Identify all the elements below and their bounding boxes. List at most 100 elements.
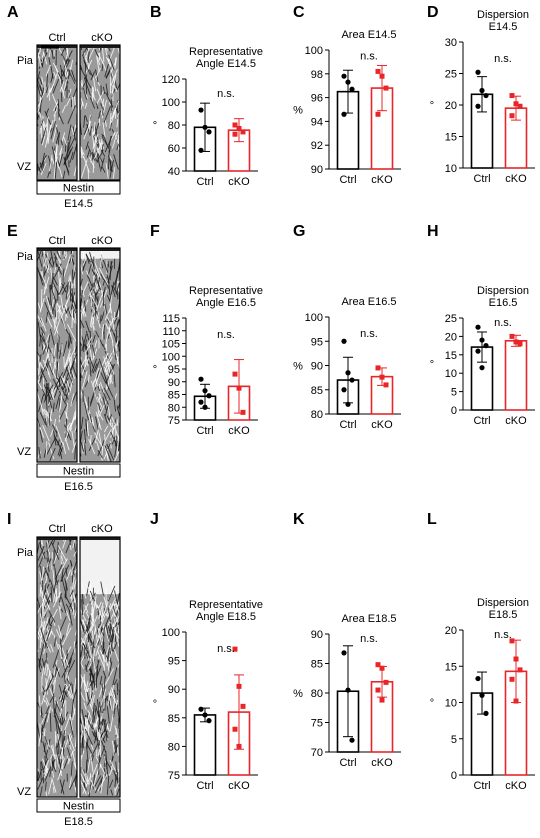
data-point-ctrl (202, 404, 208, 410)
radial-fiber (110, 634, 115, 646)
radial-fiber (92, 87, 95, 98)
radial-fiber (103, 366, 114, 384)
radial-fiber (41, 691, 47, 705)
radial-fiber (91, 763, 98, 778)
radial-fiber (95, 733, 100, 750)
radial-fiber (45, 678, 48, 695)
radial-fiber (50, 65, 54, 79)
radial-fiber (117, 679, 120, 696)
column-label-ctrl: Ctrl (48, 523, 65, 535)
radial-fiber (102, 286, 106, 297)
radial-fiber (52, 538, 56, 546)
radial-fiber (65, 385, 70, 402)
column-label-cko: cKO (91, 235, 113, 247)
radial-fiber (61, 597, 67, 614)
radial-fiber (38, 446, 41, 459)
radial-fiber (42, 616, 49, 636)
radial-fiber (40, 162, 47, 176)
radial-fiber (94, 301, 97, 317)
radial-fiber (112, 641, 118, 652)
radial-fiber (95, 102, 99, 110)
radial-fiber (70, 393, 75, 407)
radial-fiber (69, 590, 74, 597)
radial-fiber (89, 668, 95, 678)
radial-fiber (74, 346, 77, 354)
radial-fiber (83, 120, 92, 140)
radial-fiber (72, 86, 77, 98)
radial-fiber (98, 602, 104, 620)
radial-fiber (69, 352, 77, 372)
y-axis-label: ° (153, 364, 157, 376)
radial-fiber (116, 435, 120, 455)
radial-fiber (81, 159, 88, 179)
data-point-ctrl (198, 107, 204, 113)
radial-fiber (80, 637, 86, 646)
radial-fiber (51, 424, 58, 434)
radial-fiber (100, 740, 107, 753)
radial-fiber (109, 303, 113, 314)
radial-fiber (102, 279, 106, 286)
radial-fiber (104, 445, 109, 460)
chart-title-line: Area E16.5 (341, 296, 396, 308)
radial-fiber (66, 569, 72, 581)
data-point-ctrl (475, 69, 481, 75)
radial-fiber (39, 786, 43, 797)
radial-fiber (80, 712, 86, 732)
radial-fiber (108, 768, 113, 776)
radial-fiber (65, 682, 72, 695)
radial-fiber (104, 405, 109, 416)
radial-fiber (102, 670, 107, 679)
radial-fiber (99, 675, 103, 685)
radial-fiber (57, 734, 62, 749)
radial-fiber (37, 350, 40, 357)
y-tick-label: 5 (451, 387, 457, 399)
radial-fiber (110, 582, 117, 599)
radial-fiber (41, 339, 44, 351)
data-point-ctrl (349, 377, 355, 383)
radial-fiber (65, 50, 73, 64)
radial-fiber (93, 122, 100, 137)
radial-fiber (69, 151, 74, 163)
radial-fiber (64, 671, 69, 681)
radial-fiber (58, 153, 64, 167)
radial-fiber (97, 774, 108, 792)
radial-fiber (103, 387, 111, 401)
radial-fiber (98, 267, 109, 285)
radial-fiber (116, 418, 119, 426)
radial-fiber (83, 60, 91, 76)
radial-fiber (105, 56, 111, 65)
radial-fiber (43, 742, 46, 753)
radial-fiber (49, 277, 55, 293)
radial-fiber (113, 85, 118, 92)
x-tick-label: Ctrl (339, 757, 356, 769)
column-label-ctrl: Ctrl (48, 235, 65, 247)
radial-fiber (71, 269, 74, 283)
radial-fiber (52, 667, 60, 685)
y-tick-label: 15 (445, 350, 457, 362)
radial-fiber (87, 412, 92, 423)
radial-fiber (92, 730, 97, 741)
radial-fiber (42, 346, 47, 355)
radial-fiber (43, 620, 45, 631)
radial-fiber (67, 307, 72, 318)
radial-fiber (94, 49, 99, 58)
radial-fiber (53, 575, 58, 594)
data-point-ctrl (475, 675, 481, 682)
radial-fiber (109, 713, 114, 732)
radial-fiber (102, 343, 106, 351)
y-tick-label: 10 (445, 698, 457, 710)
radial-fiber (37, 391, 43, 408)
radial-fiber (44, 781, 47, 792)
data-point-cko (509, 93, 515, 99)
radial-fiber (89, 395, 94, 407)
y-tick-label: 95 (168, 364, 180, 376)
radial-fiber (47, 541, 49, 552)
radial-fiber (51, 762, 55, 772)
radial-fiber (80, 622, 85, 634)
radial-fiber (80, 263, 84, 275)
radial-fiber (115, 301, 120, 318)
radial-fiber (107, 149, 110, 170)
y-tick-label: 80 (168, 741, 180, 753)
